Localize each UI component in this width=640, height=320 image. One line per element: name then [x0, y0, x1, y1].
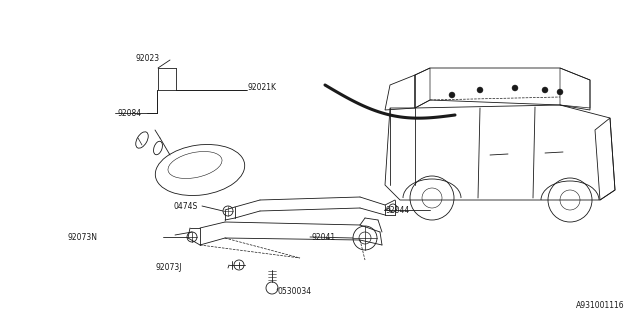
Circle shape — [477, 87, 483, 93]
Circle shape — [449, 92, 455, 98]
Text: A931001116: A931001116 — [577, 301, 625, 310]
Text: 92084: 92084 — [117, 108, 141, 117]
Text: 92041: 92041 — [311, 233, 335, 242]
Text: 92073N: 92073N — [67, 233, 97, 242]
Circle shape — [512, 85, 518, 91]
Text: 92023: 92023 — [136, 53, 160, 62]
Text: 0474S: 0474S — [174, 202, 198, 211]
Text: 92044: 92044 — [386, 205, 410, 214]
Circle shape — [557, 89, 563, 95]
Text: 92073J: 92073J — [155, 263, 182, 273]
Text: 0530034: 0530034 — [278, 287, 312, 297]
Text: 92021K: 92021K — [248, 83, 277, 92]
Circle shape — [542, 87, 548, 93]
